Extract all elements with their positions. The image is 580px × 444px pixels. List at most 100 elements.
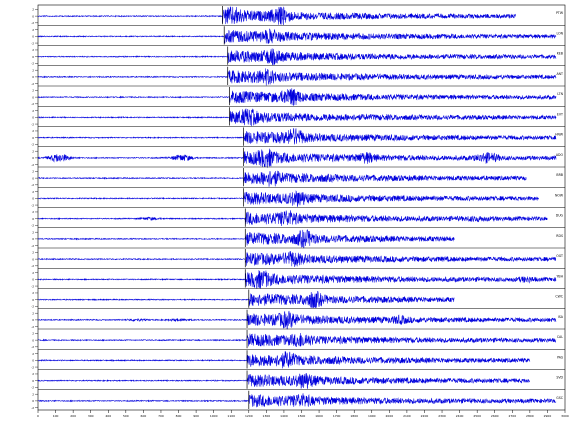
station-row-ptw: 2 0 -2 PTW xyxy=(31,6,564,26)
y-tick-label: 0 xyxy=(32,399,34,403)
station-row-ant: 2 0 -2 ANT xyxy=(31,65,565,86)
station-row-pas: 2 0 -2 PAS xyxy=(31,349,565,369)
y-tick-label: 0 xyxy=(32,176,34,180)
waveform-gsc xyxy=(37,393,557,408)
station-label: HNW xyxy=(555,133,564,137)
station-row-gsc: 2 0 -2 GSC xyxy=(31,389,565,410)
x-tick-label: 2500 xyxy=(473,414,481,418)
station-label: ISA xyxy=(558,315,564,319)
x-tick-label: 2700 xyxy=(508,414,516,418)
station-row-cal: 2 0 -2 CAL xyxy=(31,328,565,349)
station-row-ltn: 2 0 -2 LTN xyxy=(31,85,565,106)
y-tick-label: -2 xyxy=(31,183,34,187)
y-tick-label: 2 xyxy=(32,68,34,72)
y-tick-label: 0 xyxy=(32,35,34,39)
x-tick-label: 1900 xyxy=(368,414,376,418)
y-tick-label: -2 xyxy=(31,406,34,410)
waveform-cal xyxy=(37,333,557,347)
x-tick-label: 900 xyxy=(193,414,199,418)
y-tick-label: 2 xyxy=(32,311,34,315)
station-label: SVD xyxy=(556,376,563,380)
y-tick-label: 0 xyxy=(32,278,34,282)
station-row-brb: 2 0 -2 BRB xyxy=(31,166,565,187)
y-tick-label: -2 xyxy=(31,386,34,390)
station-row-ogt: 2 0 -2 OGT xyxy=(31,247,565,268)
waveform-cwc xyxy=(37,290,455,309)
y-tick-label: -2 xyxy=(31,305,34,309)
station-row-lon: 2 0 -2 LON xyxy=(31,25,565,45)
waveform-hnw xyxy=(37,128,557,145)
y-tick-label: 0 xyxy=(32,156,34,160)
station-row-evt: 2 0 -2 EVT xyxy=(31,106,565,126)
station-row-hnw: 2 0 -2 HNW xyxy=(31,126,565,147)
waveform-brb xyxy=(37,170,527,187)
x-tick-label: 0 xyxy=(37,414,39,418)
x-tick-label: 1500 xyxy=(298,414,306,418)
y-tick-label: 2 xyxy=(32,8,34,12)
x-tick-label: 1100 xyxy=(227,414,235,418)
y-tick-label: -2 xyxy=(31,143,34,147)
waveform-ado xyxy=(37,148,557,169)
y-tick-label: -2 xyxy=(31,163,34,167)
waveform-ybh xyxy=(37,270,557,289)
y-tick-label: 2 xyxy=(32,271,34,275)
y-tick-label: -2 xyxy=(31,325,34,329)
y-tick-label: 2 xyxy=(32,28,34,32)
y-tick-label: 0 xyxy=(32,95,34,99)
y-tick-label: 0 xyxy=(32,359,34,363)
x-tick-label: 2000 xyxy=(386,414,394,418)
waveform-pas xyxy=(37,351,531,369)
y-tick-label: 0 xyxy=(32,379,34,383)
y-tick-label: 0 xyxy=(32,55,34,59)
x-tick-label: 1800 xyxy=(350,414,358,418)
waveform-now xyxy=(37,190,539,207)
y-tick-label: -2 xyxy=(31,264,34,268)
y-tick-label: 2 xyxy=(32,109,34,113)
y-tick-label: 2 xyxy=(32,149,34,153)
y-tick-label: 0 xyxy=(32,338,34,342)
x-tick-label: 1200 xyxy=(245,414,253,418)
station-label: RDS xyxy=(556,234,563,238)
y-tick-label: -2 xyxy=(31,365,34,369)
y-tick-label: -2 xyxy=(31,82,34,86)
station-row-ado: 2 0 -2 ADO xyxy=(31,146,565,169)
station-label: GSC xyxy=(556,396,563,400)
waveform-dug xyxy=(37,210,548,227)
waveform-ltn xyxy=(37,88,557,106)
y-tick-label: 2 xyxy=(32,372,34,376)
x-tick-label: 2300 xyxy=(438,414,446,418)
y-tick-label: 0 xyxy=(32,237,34,241)
station-label: CWC xyxy=(555,295,563,299)
waveform-ogt xyxy=(37,251,557,267)
station-row-isa: 2 0 -2 ISA xyxy=(31,308,565,330)
x-tick-label: 1300 xyxy=(263,414,271,418)
station-label: KEB xyxy=(557,52,563,56)
y-tick-label: 2 xyxy=(32,89,34,93)
waveform-isa xyxy=(37,310,557,330)
station-row-keb: 2 0 -2 KEB xyxy=(31,45,565,66)
y-tick-label: 2 xyxy=(32,129,34,133)
y-tick-label: 2 xyxy=(32,291,34,295)
y-tick-label: 2 xyxy=(32,332,34,336)
y-tick-label: -2 xyxy=(31,21,34,25)
y-tick-label: -2 xyxy=(31,102,34,106)
y-tick-label: 0 xyxy=(32,116,34,120)
y-tick-label: -2 xyxy=(31,122,34,126)
y-tick-label: 2 xyxy=(32,352,34,356)
y-tick-label: 0 xyxy=(32,298,34,302)
station-label: OGT xyxy=(556,254,563,258)
y-tick-label: 2 xyxy=(32,392,34,396)
x-tick-label: 1700 xyxy=(333,414,341,418)
x-tick-label: 1000 xyxy=(210,414,218,418)
y-tick-label: 0 xyxy=(32,197,34,201)
station-row-cwc: 2 0 -2 CWC xyxy=(31,288,565,309)
y-tick-label: 0 xyxy=(32,136,34,140)
y-tick-label: 2 xyxy=(32,210,34,214)
y-tick-label: 2 xyxy=(32,230,34,234)
x-tick-label: 2100 xyxy=(403,414,411,418)
station-label: BRB xyxy=(556,173,563,177)
x-axis: 0 100 200 300 400 500 600 700 800 900 1000 1100 1200… xyxy=(37,410,569,418)
waveform-ptw xyxy=(37,6,517,26)
x-tick-label: 3000 xyxy=(561,414,569,418)
